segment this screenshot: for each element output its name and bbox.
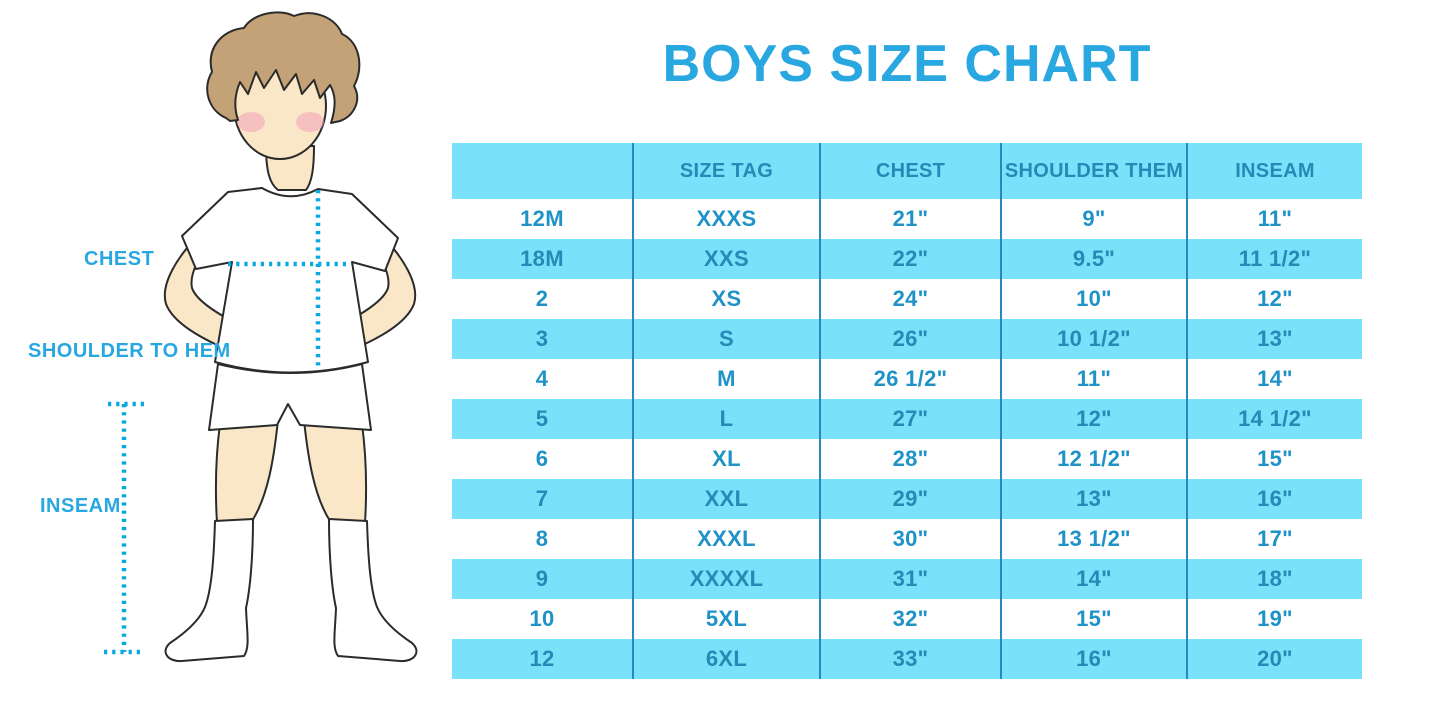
table-cell: 10" [1000,279,1187,319]
table-cell: 5 [452,399,633,439]
table-cell: 6XL [632,639,820,679]
table-cell: 26 1/2" [819,359,1001,399]
table-cell: 10 1/2" [1000,319,1187,359]
table-cell: 12" [1186,279,1362,319]
table-cell: 11 1/2" [1186,239,1362,279]
table-row: 12M XXXS 21" 9" 11" [452,199,1362,239]
column-header [452,143,633,199]
header-row: SIZE TAG CHEST SHOULDER THEM INSEAM [452,143,1362,199]
left-sock [164,518,254,663]
right-cheek-blush [296,112,324,132]
table-cell: 2 [535,286,549,311]
inseam-label: INSEAM [40,495,121,517]
table-cell: M [632,359,820,399]
table-cell: 8 [535,526,549,551]
table-cell: 27" [819,399,1001,439]
table-cell: 12 1/2" [1000,439,1187,479]
boy-figure-svg [104,11,418,663]
table-cell: 19" [1186,599,1362,639]
table-row: 7 XXL 29" 13" 16" [452,479,1362,519]
left-leg [215,419,279,524]
table-cell: 11" [1000,359,1187,399]
table-cell: L [632,399,820,439]
table-cell: 6 [535,446,549,471]
table-row: 6 XL 28" 12 1/2" 15" [452,439,1362,479]
table-cell: XXXXL [632,559,820,599]
size-table: SIZE TAG CHEST SHOULDER THEM INSEAM 12M XXXS… [452,143,1362,679]
column-header: SHOULDER THEM [1000,143,1187,199]
page-title: BOYS SIZE CHART [662,35,1152,93]
table-cell: 30" [819,519,1001,559]
table-row: 12 6XL 33" 16" 20" [452,639,1362,679]
table-cell: 28" [819,439,1001,479]
table-cell: S [632,319,820,359]
table-cell: 15" [1186,439,1362,479]
table-cell: 32" [819,599,1001,639]
table-cell: 13 1/2" [1000,519,1187,559]
table-cell: 12" [1000,399,1187,439]
hair [206,11,361,124]
table-cell: 7 [452,479,633,519]
table-row: 3 S 26" 10 1/2" 13" [452,319,1362,359]
table-cell: 13" [1000,479,1187,519]
size-table-body: 12M XXXS 21" 9" 11" 18M XXS 22" 9.5" 11 1/2" 2 XS 24… [452,199,1362,679]
table-row: 4 M 26 1/2" 11" 14" [452,359,1362,399]
shoulder-to-hem-label: SHOULDER TO HEM [28,340,231,362]
table-cell: XXS [632,239,820,279]
table-cell: 18" [1186,559,1362,599]
table-cell: 9" [1000,199,1187,239]
table-cell: 14 1/2" [1186,399,1362,439]
table-cell: 9.5" [1000,239,1187,279]
table-cell: 16" [1000,639,1187,679]
right-sock [328,518,418,663]
chest-label: CHEST [84,248,155,270]
table-cell: XXL [632,479,820,519]
table-cell: 12M [520,206,564,231]
table-row: 9 XXXXL 31" 14" 18" [452,559,1362,599]
table-row: 18M XXS 22" 9.5" 11 1/2" [452,239,1362,279]
table-row: 2 XS 24" 10" 12" [452,279,1362,319]
table-cell: XXXS [632,199,820,239]
table-cell: 21" [819,199,1001,239]
table-cell: 11" [1186,199,1362,239]
table-cell: 29" [819,479,1001,519]
table-cell: 33" [819,639,1001,679]
table-cell: XXXL [632,519,820,559]
table-cell: 14" [1186,359,1362,399]
column-header: CHEST [819,143,1001,199]
column-header: INSEAM [1186,143,1362,199]
table-cell: 20" [1186,639,1362,679]
table-cell: 10 [529,606,555,631]
table-cell: 3 [452,319,633,359]
table-row: 10 5XL 32" 15" 19" [452,599,1362,639]
table-cell: 12 [452,639,633,679]
right-leg [303,419,367,524]
table-cell: 18M [452,239,633,279]
boy-figure-illustration: CHEST SHOULDER TO HEM INSEAM [0,0,450,723]
table-cell: 22" [819,239,1001,279]
table-cell: 24" [819,279,1001,319]
left-cheek-blush [237,112,265,132]
table-cell: 26" [819,319,1001,359]
table-cell: 5XL [632,599,820,639]
table-cell: 9 [452,559,633,599]
table-row: 8 XXXL 30" 13 1/2" 17" [452,519,1362,559]
shorts [208,363,372,431]
t-shirt [181,187,399,374]
table-cell: 13" [1186,319,1362,359]
table-cell: XL [632,439,820,479]
table-cell: 31" [819,559,1001,599]
table-cell: 4 [535,366,549,391]
table-cell: 17" [1186,519,1362,559]
table-cell: XS [632,279,820,319]
table-cell: 16" [1186,479,1362,519]
table-cell: 14" [1000,559,1187,599]
table-cell: 15" [1000,599,1187,639]
table-row: 5 L 27" 12" 14 1/2" [452,399,1362,439]
column-header: SIZE TAG [632,143,820,199]
size-table-header: SIZE TAG CHEST SHOULDER THEM INSEAM [452,143,1362,199]
